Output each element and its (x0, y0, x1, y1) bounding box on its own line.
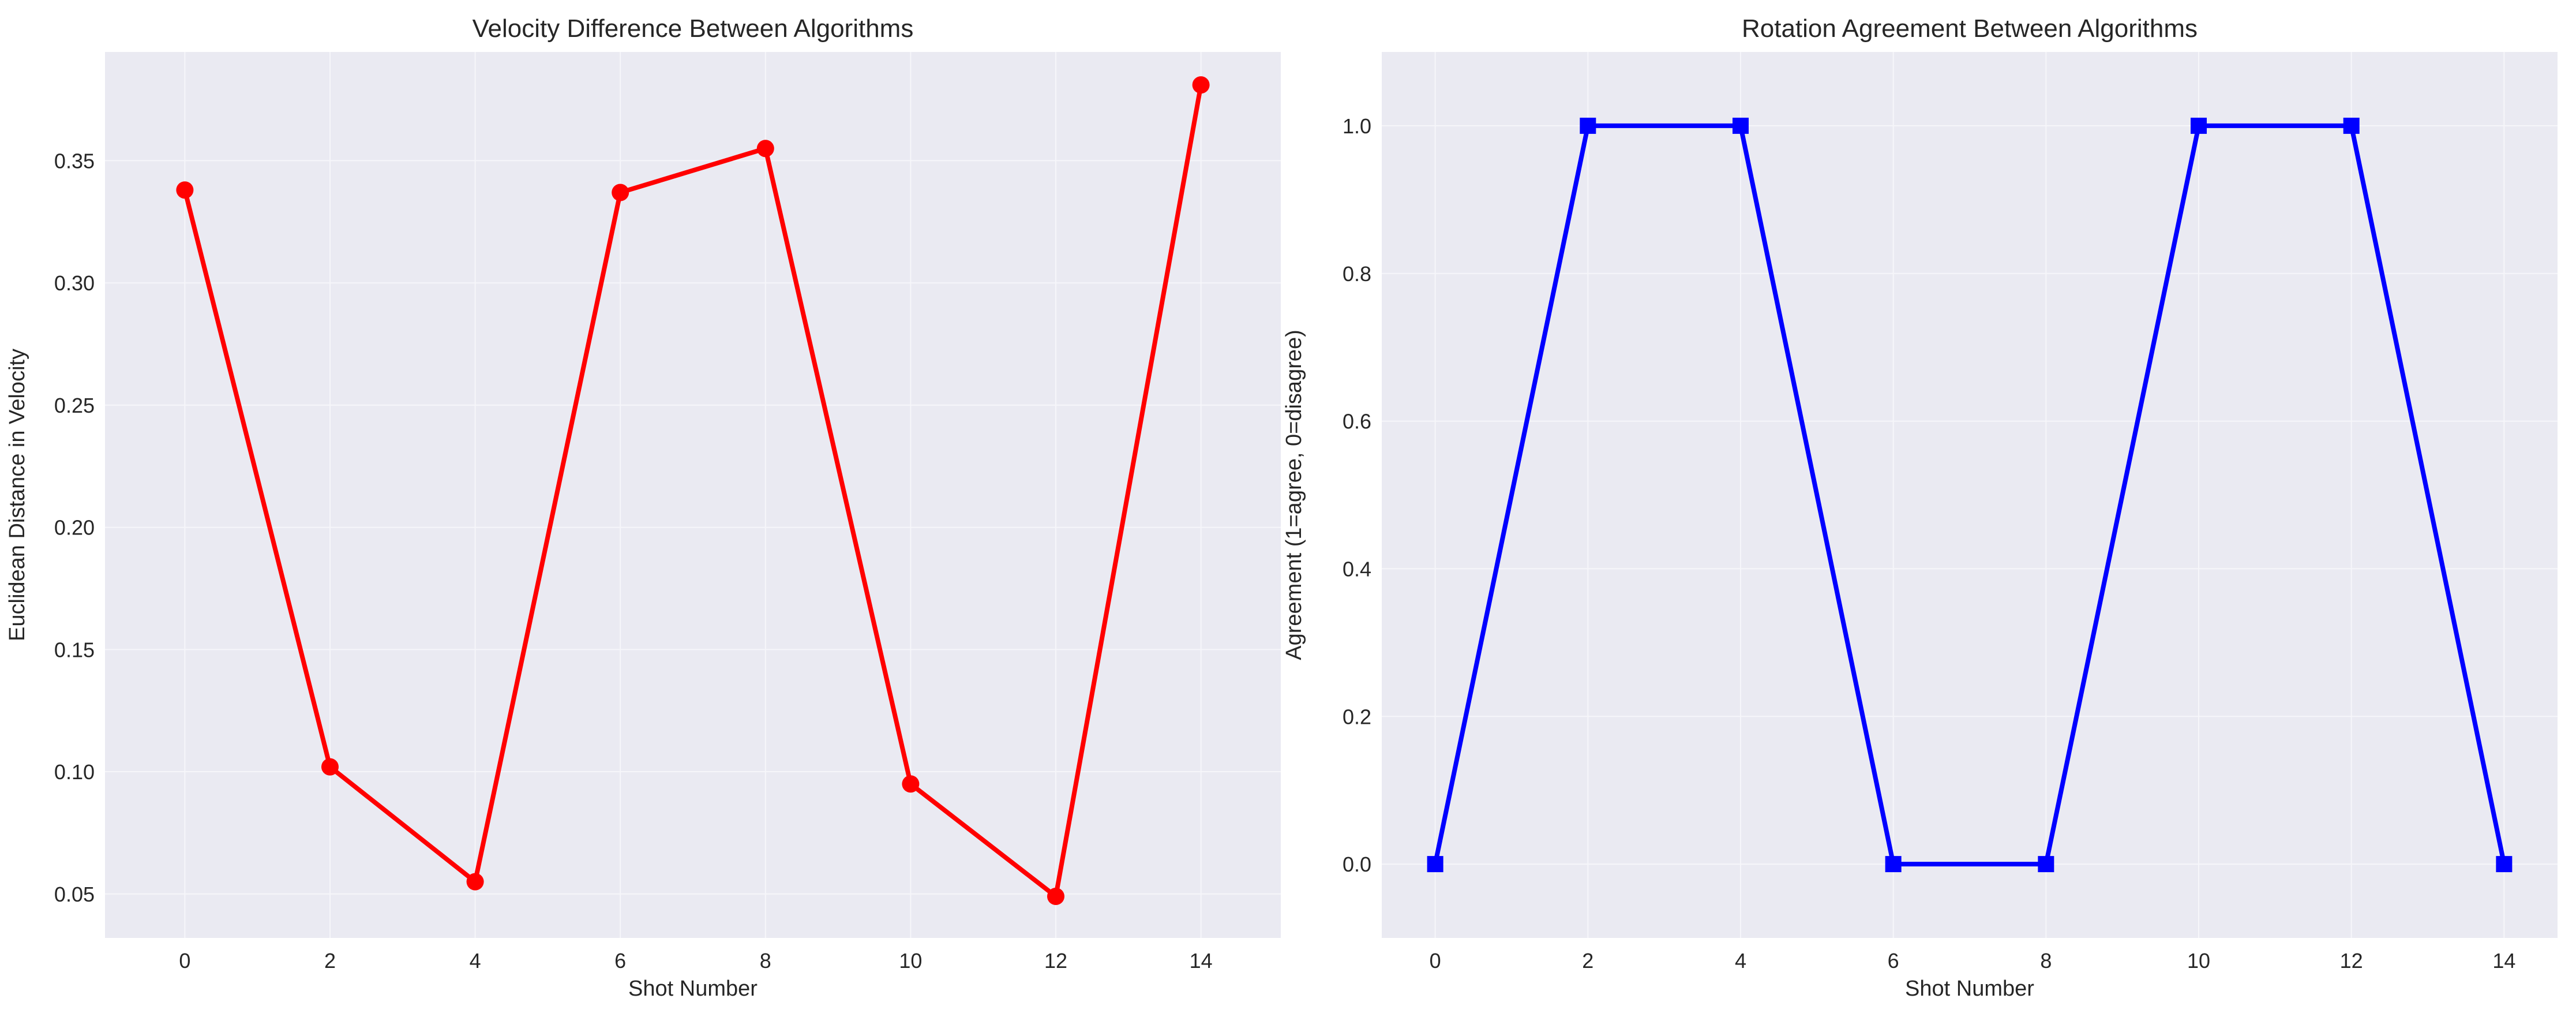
y-tick-labels: 0.05 0.10 0.15 0.20 0.25 0.30 0.35 (54, 149, 95, 906)
y-tick-label: 0.2 (1343, 705, 1371, 728)
x-tick-labels: 0 2 4 6 8 10 12 14 (179, 949, 1212, 973)
y-tick-label: 0.15 (54, 638, 95, 661)
data-point-marker (1192, 76, 1210, 94)
y-tick-label: 0.20 (54, 516, 95, 540)
data-point-marker (1427, 856, 1443, 873)
data-point-marker (2191, 117, 2207, 134)
x-tick-label: 10 (2187, 949, 2210, 973)
data-point-marker (2343, 117, 2360, 134)
plot-area (1382, 52, 2558, 938)
y-tick-label: 0.0 (1343, 853, 1371, 876)
x-axis-label: Shot Number (628, 977, 758, 1001)
data-point-marker (321, 758, 339, 776)
y-tick-labels: 0.0 0.2 0.4 0.6 0.8 1.0 (1343, 114, 1371, 876)
y-tick-label: 0.4 (1343, 557, 1371, 581)
series-velocity-difference (176, 76, 1210, 906)
series-rotation-agreement (1427, 117, 2513, 873)
x-tick-label: 6 (1888, 949, 1899, 973)
x-axis-label: Shot Number (1905, 977, 2034, 1001)
x-tick-label: 14 (1190, 949, 1213, 973)
y-axis-label: Agreement (1=agree, 0=disagree) (1282, 330, 1306, 660)
x-tick-label: 12 (2340, 949, 2363, 973)
data-point-marker (1580, 117, 1596, 134)
y-tick-label: 0.25 (54, 394, 95, 417)
data-point-marker (1885, 856, 1902, 873)
y-tick-label: 0.35 (54, 149, 95, 173)
y-tick-label: 0.6 (1343, 410, 1371, 433)
x-tick-label: 0 (1430, 949, 1441, 973)
series-line (182, 84, 1203, 899)
x-tick-label: 0 (179, 949, 190, 973)
velocity-difference-chart: 0 2 4 6 8 10 12 14 0.05 0.10 0.15 0.20 0.25 0.30 0.35… (5, 14, 1281, 1001)
y-tick-label: 0.05 (54, 883, 95, 906)
x-tick-label: 8 (2040, 949, 2052, 973)
data-point-marker (2496, 856, 2513, 873)
data-point-marker (2038, 856, 2054, 873)
rotation-agreement-chart: 0 2 4 6 8 10 12 14 0.0 0.2 0.4 0.6 0.8 1.0 Rotation … (1282, 14, 2558, 1001)
chart-title: Velocity Difference Between Algorithms (473, 14, 914, 43)
data-point-marker (1047, 888, 1065, 906)
data-point-marker (902, 775, 920, 793)
data-point-marker (756, 140, 774, 158)
y-tick-label: 0.10 (54, 760, 95, 784)
plot-area (105, 52, 1281, 938)
x-tick-label: 8 (760, 949, 771, 973)
x-tick-label: 2 (324, 949, 336, 973)
x-tick-label: 2 (1582, 949, 1593, 973)
data-point-marker (612, 184, 629, 201)
y-tick-label: 1.0 (1343, 114, 1371, 138)
y-tick-label: 0.30 (54, 271, 95, 295)
x-tick-label: 10 (899, 949, 922, 973)
x-tick-label: 4 (470, 949, 481, 973)
x-tick-labels: 0 2 4 6 8 10 12 14 (1430, 949, 2516, 973)
chart-title: Rotation Agreement Between Algorithms (1742, 14, 2198, 43)
data-point-marker (466, 873, 484, 891)
x-tick-label: 14 (2492, 949, 2515, 973)
data-point-marker (1732, 117, 1749, 134)
x-tick-label: 12 (1044, 949, 1067, 973)
y-tick-label: 0.8 (1343, 262, 1371, 286)
series-line (1433, 123, 2507, 867)
y-axis-label: Euclidean Distance in Velocity (5, 349, 29, 641)
data-point-marker (176, 181, 194, 199)
x-tick-label: 6 (614, 949, 626, 973)
x-tick-label: 4 (1735, 949, 1746, 973)
